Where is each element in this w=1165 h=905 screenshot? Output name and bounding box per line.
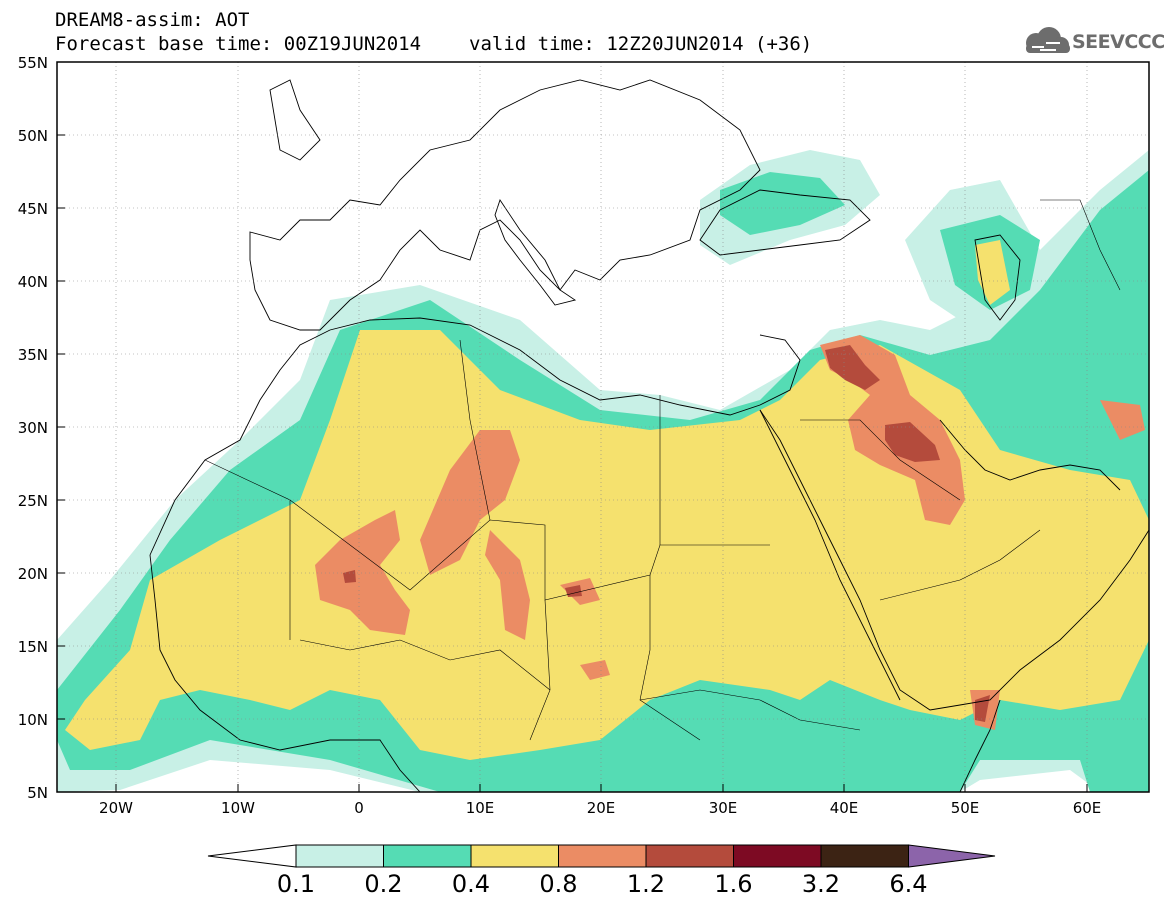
- lon-label: 30E: [708, 799, 738, 817]
- colorbar: [207, 844, 996, 868]
- lon-label: 20E: [586, 799, 616, 817]
- lat-label: 35N: [17, 346, 48, 364]
- border-line: [289, 499, 770, 601]
- border-line: [1040, 199, 1121, 291]
- colorbar-label: 3.2: [801, 870, 841, 898]
- lon-label: 60E: [1072, 799, 1102, 817]
- border-line: [879, 529, 1041, 601]
- lat-label: 10N: [17, 711, 48, 729]
- border-line: [639, 575, 701, 741]
- aot-level-1-2: [825, 345, 880, 390]
- aot-level-0-8: [1100, 400, 1145, 440]
- colorbar-bin: [295, 844, 384, 868]
- colorbar-bin: [733, 844, 822, 868]
- colorbar-bin: [558, 844, 647, 868]
- lat-label: 50N: [17, 127, 48, 145]
- lat-label: 5N: [27, 784, 48, 802]
- lat-label: 45N: [17, 200, 48, 218]
- tick-marks: [57, 134, 1088, 792]
- colorbar-label: 0.8: [539, 870, 578, 898]
- colorbar-bin: [645, 844, 734, 868]
- lon-label: 10E: [465, 799, 495, 817]
- colorbar-max-arrow: [908, 844, 996, 868]
- aot-level-0-4: [975, 240, 1010, 305]
- coastline-europe: [249, 79, 761, 331]
- coastline-black-sea: [699, 189, 871, 256]
- colorbar-label: 0.2: [364, 870, 403, 898]
- coastline-west-africa: [149, 554, 421, 792]
- colorbar-bin: [820, 844, 909, 868]
- colorbar-label: 1.2: [626, 870, 666, 898]
- aot-level-0-8: [580, 660, 610, 680]
- border-line: [639, 689, 861, 731]
- coastline-caspian: [974, 234, 1021, 321]
- logo-text: SEEVCCC: [1072, 31, 1165, 53]
- lat-label: 40N: [17, 273, 48, 291]
- valid-time: valid time: 12Z20JUN2014 (+36): [469, 33, 813, 55]
- lat-label: 25N: [17, 492, 48, 510]
- aot-level-0-8: [420, 430, 520, 575]
- coastline-arabia-east: [759, 409, 901, 701]
- colorbar-label: 0.1: [276, 870, 316, 898]
- border-line: [299, 639, 551, 691]
- lat-label: 30N: [17, 419, 48, 437]
- lat-label: 15N: [17, 638, 48, 656]
- border-line: [800, 419, 961, 501]
- lat-label: 55N: [17, 54, 48, 72]
- lon-label: 20W: [99, 799, 133, 817]
- lon-label: 40E: [829, 799, 859, 817]
- aot-level-0-2: [720, 172, 845, 235]
- coastline-north-africa: [149, 317, 801, 556]
- cloud-icon: [1026, 27, 1070, 53]
- coastline-italy: [494, 198, 577, 306]
- colorbar-min-arrow: [207, 844, 297, 868]
- base-time: Forecast base time: 00Z19JUN2014: [55, 33, 422, 55]
- map-title: DREAM8-assim: AOT: [55, 9, 250, 31]
- time-info: Forecast base time: 00Z19JUN2014 valid ti…: [55, 34, 812, 54]
- colorbar-label: 0.4: [451, 870, 491, 898]
- lat-label: 20N: [17, 565, 48, 583]
- aot-level-0-8: [485, 530, 530, 640]
- coastline-east-africa: [959, 699, 1001, 792]
- colorbar-label: 1.6: [714, 870, 753, 898]
- border-line: [459, 339, 491, 521]
- gridlines: [57, 62, 1149, 792]
- coastline-uk: [269, 79, 321, 161]
- aot-level-0-8: [315, 510, 410, 635]
- aot-field: [57, 62, 1149, 792]
- lon-label: 10W: [221, 799, 255, 817]
- colorbar-bin: [470, 844, 559, 868]
- colorbar-bin: [383, 844, 472, 868]
- aot-level-1-2: [343, 570, 356, 583]
- lon-label: 50E: [950, 799, 980, 817]
- aot-level-1-2: [885, 422, 940, 462]
- colorbar-label: 6.4: [889, 870, 928, 898]
- coastline-gulf: [939, 419, 1121, 491]
- lon-label: 0: [354, 799, 364, 817]
